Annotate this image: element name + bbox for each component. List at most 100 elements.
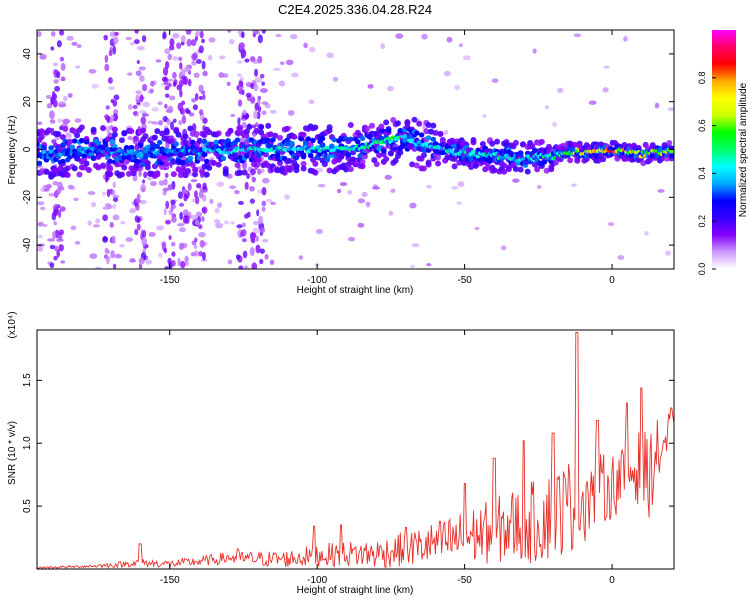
spectrogram-streak-dot: [251, 176, 257, 183]
spectrogram-band-outer: [55, 131, 62, 138]
spectrogram-haze-dot: [92, 224, 101, 228]
spectrogram-band-outer: [501, 168, 508, 175]
spectrogram-band-inner: [381, 148, 387, 154]
spectrogram-haze-dot: [426, 184, 432, 189]
spectrogram-haze-dot: [443, 70, 451, 77]
spectrogram-band-outer: [196, 137, 203, 144]
colorbar-tick-label: 0.2: [697, 215, 707, 228]
spectrogram-streak-dot: [111, 189, 116, 196]
spectrogram-haze-dot: [190, 179, 198, 183]
spectrogram-haze-dot: [67, 93, 73, 98]
spectrogram-band-outer: [192, 166, 199, 173]
spectrogram-band-outer: [128, 128, 135, 135]
spectrogram-band-inner: [414, 130, 420, 136]
spectrogram-band-inner: [90, 155, 97, 161]
spectrogram-y-tick-label: 0: [22, 146, 33, 152]
spectrogram-streak-dot: [235, 254, 241, 260]
spectrogram-band-inner: [97, 144, 104, 150]
snr-x-tick-label: -100: [307, 575, 327, 586]
spectrogram-streak-dot: [132, 111, 138, 116]
spectrogram-band-outer: [163, 160, 170, 167]
spectrogram-streak-dot: [236, 84, 240, 91]
spectrogram-haze-dot: [127, 104, 133, 110]
spectrogram-band-outer: [83, 160, 90, 167]
spectrogram-streak-dot: [106, 255, 110, 265]
spectrogram-haze-dot: [365, 202, 371, 208]
spectrogram-streak-dot: [164, 61, 170, 70]
spectrogram-streak-dot: [105, 105, 110, 110]
spectrogram-streak-dot: [171, 216, 177, 223]
spectrogram-haze-dot: [491, 78, 499, 83]
colorbar: 0.0 0.2 0.4 0.6 0.8 Normalized spectral ampl…: [697, 30, 749, 275]
spectrogram-haze-dot: [145, 259, 153, 265]
spectrogram-band-outer: [243, 128, 250, 135]
spectrogram-streak-dot: [102, 235, 108, 243]
spectrogram-streak-dot: [193, 72, 200, 78]
spectrogram-band-outer: [74, 155, 81, 162]
spectrogram-band-outer: [187, 125, 194, 132]
spectrogram-streak-dot: [138, 170, 142, 177]
spectrogram-band-outer: [123, 158, 130, 165]
spectrogram-band-outer: [236, 169, 243, 176]
spectrogram-band-outer: [38, 169, 45, 176]
spectrogram-haze-dot: [303, 42, 308, 49]
spectrogram-band-outer: [253, 127, 260, 134]
spectrogram-haze-dot: [142, 101, 150, 108]
spectrogram-haze-dot: [46, 103, 53, 109]
spectrogram-band-inner: [173, 141, 179, 147]
spectrogram-band-outer: [265, 162, 272, 169]
spectrogram-band-outer: [321, 161, 328, 168]
spectrogram-band-outer: [567, 157, 574, 164]
spectrogram-streak-dot: [201, 207, 206, 213]
spectrogram-x-tick-label: -150: [160, 275, 180, 286]
spectrogram-haze-dot: [262, 177, 270, 184]
spectrogram-band-inner: [305, 136, 312, 142]
spectrogram-streak-dot: [240, 229, 247, 237]
spectrogram-band-inner: [310, 137, 316, 143]
spectrogram-haze-dot: [62, 118, 71, 124]
spectrogram-haze-dot: [172, 56, 179, 61]
spectrogram-streak-dot: [136, 59, 140, 65]
spectrogram-band-outer: [118, 171, 125, 178]
spectrogram-band-inner: [532, 147, 538, 153]
spectrogram-streak-dot: [112, 45, 117, 55]
spectrogram-band-outer: [392, 157, 399, 164]
spectrogram-streak-dot: [102, 214, 108, 222]
spectrogram-band-outer: [272, 132, 279, 139]
spectrogram-band-outer: [489, 140, 496, 147]
spectrogram-band-inner: [220, 155, 227, 162]
spectrogram-haze-dot: [156, 225, 165, 231]
spectrogram-band-outer: [534, 166, 541, 173]
spectrogram-streak-dot: [167, 184, 174, 191]
spectrogram-streak-dot: [60, 76, 66, 82]
spectrogram-streak-dot: [195, 30, 201, 37]
spectrogram-haze-dot: [90, 201, 97, 208]
spectrogram-haze-dot: [169, 95, 176, 101]
spectrogram-band-outer: [159, 130, 166, 137]
spectrogram-band-outer: [177, 172, 184, 179]
spectrogram-streak-dot: [244, 181, 249, 190]
spectrogram-haze-dot: [48, 192, 56, 197]
spectrogram-band-outer: [600, 156, 607, 163]
spectrogram-band-outer: [425, 159, 432, 166]
spectrogram-haze-dot: [500, 245, 507, 251]
spectrogram-band-outer: [529, 143, 536, 150]
spectrogram-streak-dot: [177, 102, 184, 112]
spectrogram-band-inner: [517, 151, 524, 157]
spectrogram-streak-dot: [245, 92, 252, 98]
spectrogram-band-outer: [118, 137, 125, 144]
spectrogram-streak-dot: [56, 40, 62, 48]
spectrogram-haze-dot: [357, 198, 366, 204]
spectrogram-band-outer: [383, 155, 390, 162]
spectrogram-haze-dot: [68, 184, 74, 190]
spectrogram-haze-dot: [557, 87, 564, 94]
spectrogram-streak-dot: [178, 120, 183, 126]
spectrogram-haze-dot: [172, 32, 180, 39]
spectrogram-streak-dot: [49, 262, 55, 269]
snr-plot-background: [37, 330, 674, 569]
spectrogram-streak-dot: [141, 237, 148, 246]
spectrogram-haze-dot: [158, 119, 163, 126]
spectrogram-streak-dot: [53, 255, 58, 261]
spectrogram-streak-dot: [186, 38, 192, 47]
spectrogram-band-outer: [520, 141, 527, 148]
